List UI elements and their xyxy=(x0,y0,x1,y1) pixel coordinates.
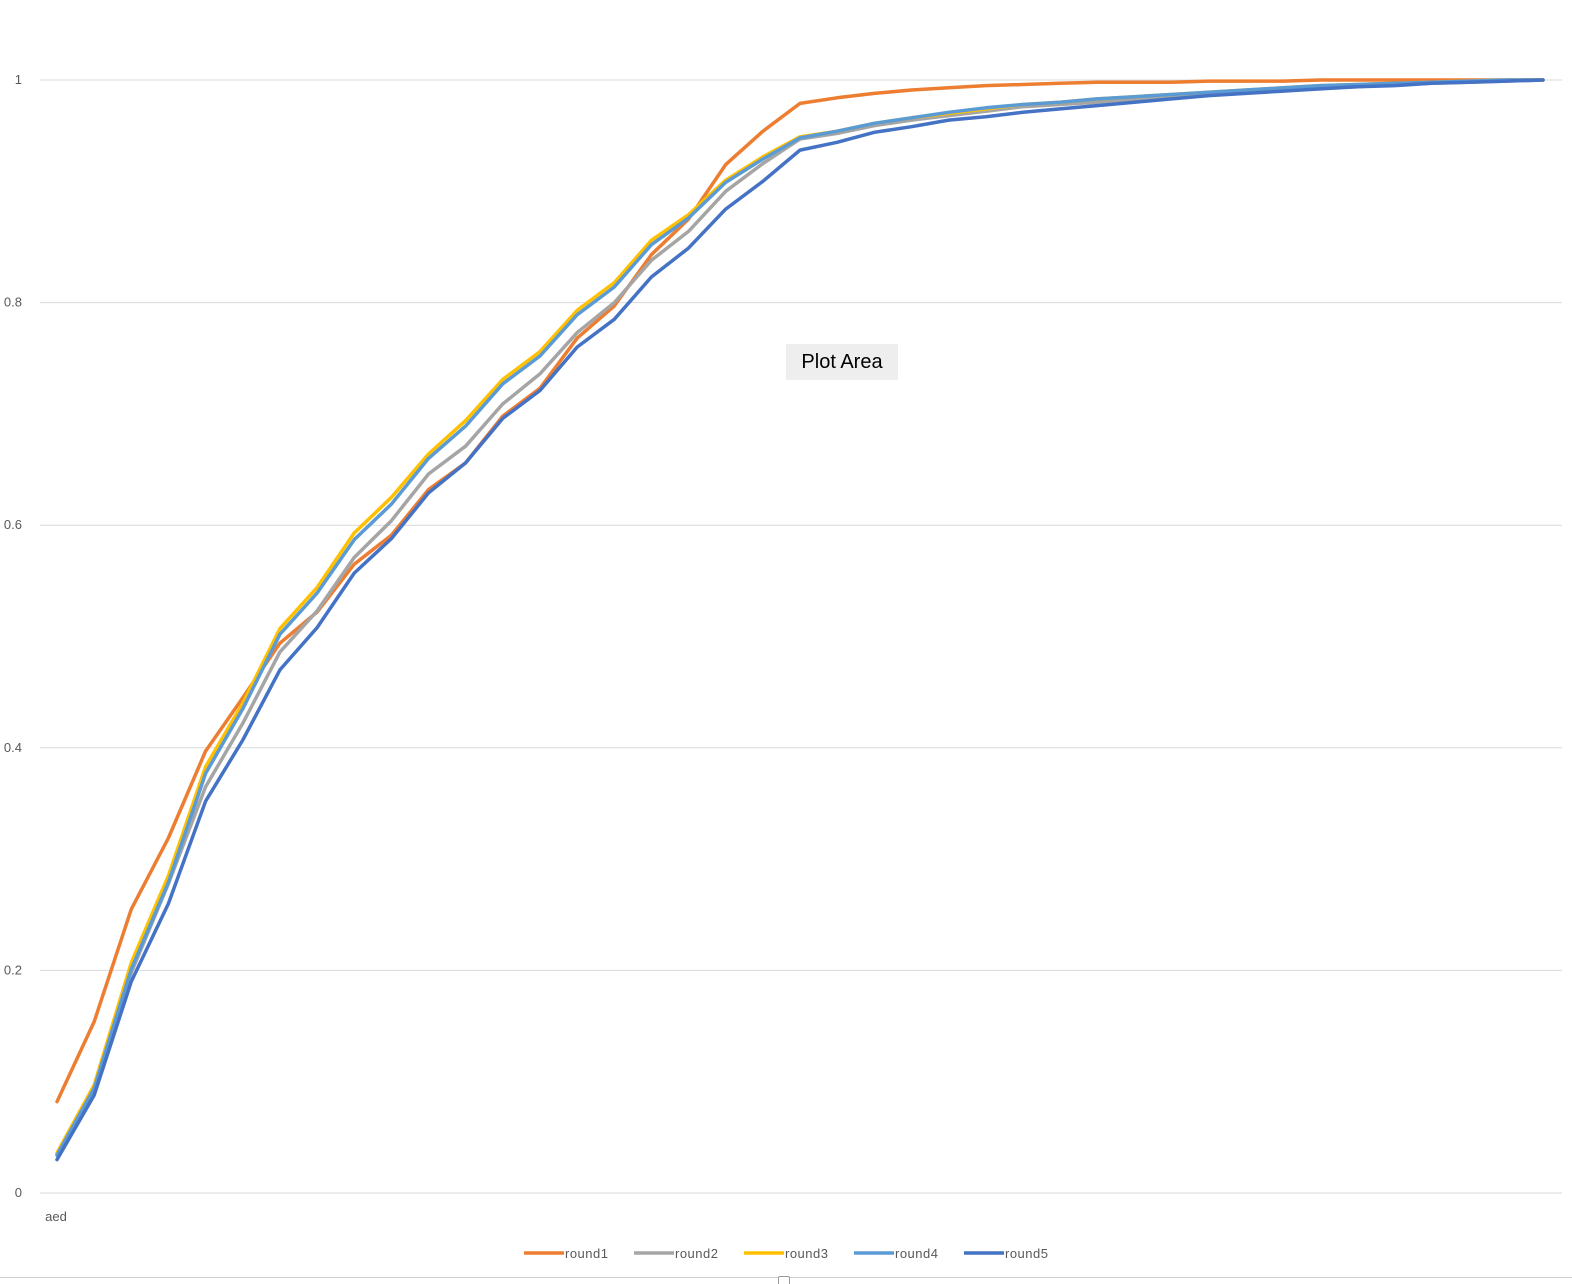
legend-item-round4[interactable]: round4 xyxy=(854,1246,938,1261)
legend-item-round5[interactable]: round5 xyxy=(964,1246,1048,1261)
legend-label: round4 xyxy=(895,1246,938,1261)
legend-label: round1 xyxy=(565,1246,608,1261)
gridlines xyxy=(40,79,1562,1194)
series-lines[interactable] xyxy=(55,78,1545,1162)
series-line-round4[interactable] xyxy=(55,78,1545,1157)
y-tick-label: 0.8 xyxy=(4,295,22,310)
y-axis-ticks: 0 0.2 0.4 0.6 0.8 1 xyxy=(4,72,22,1200)
legend-label: round2 xyxy=(675,1246,718,1261)
legend-item-round2[interactable]: round2 xyxy=(634,1246,718,1261)
x-axis-ticks: aed xyxy=(45,1209,67,1224)
y-tick-label: 0 xyxy=(15,1185,22,1200)
resize-handle[interactable] xyxy=(778,1276,790,1284)
series-line-round1[interactable] xyxy=(55,78,1545,1104)
y-tick-label: 0.6 xyxy=(4,517,22,532)
series-line-round2[interactable] xyxy=(55,78,1545,1156)
series-line-round3[interactable] xyxy=(55,78,1545,1155)
legend[interactable]: round1 round2 round3 round4 round5 xyxy=(524,1246,1048,1261)
series-line-round5[interactable] xyxy=(55,78,1545,1162)
legend-label: round5 xyxy=(1005,1246,1048,1261)
y-tick-label: 1 xyxy=(15,72,22,87)
legend-item-round1[interactable]: round1 xyxy=(524,1246,608,1261)
plot-area-tooltip: Plot Area xyxy=(786,344,898,380)
y-tick-label: 0.4 xyxy=(4,740,22,755)
x-tick-label: aed xyxy=(45,1209,67,1224)
legend-label: round3 xyxy=(785,1246,828,1261)
legend-item-round3[interactable]: round3 xyxy=(744,1246,828,1261)
y-tick-label: 0.2 xyxy=(4,962,22,977)
